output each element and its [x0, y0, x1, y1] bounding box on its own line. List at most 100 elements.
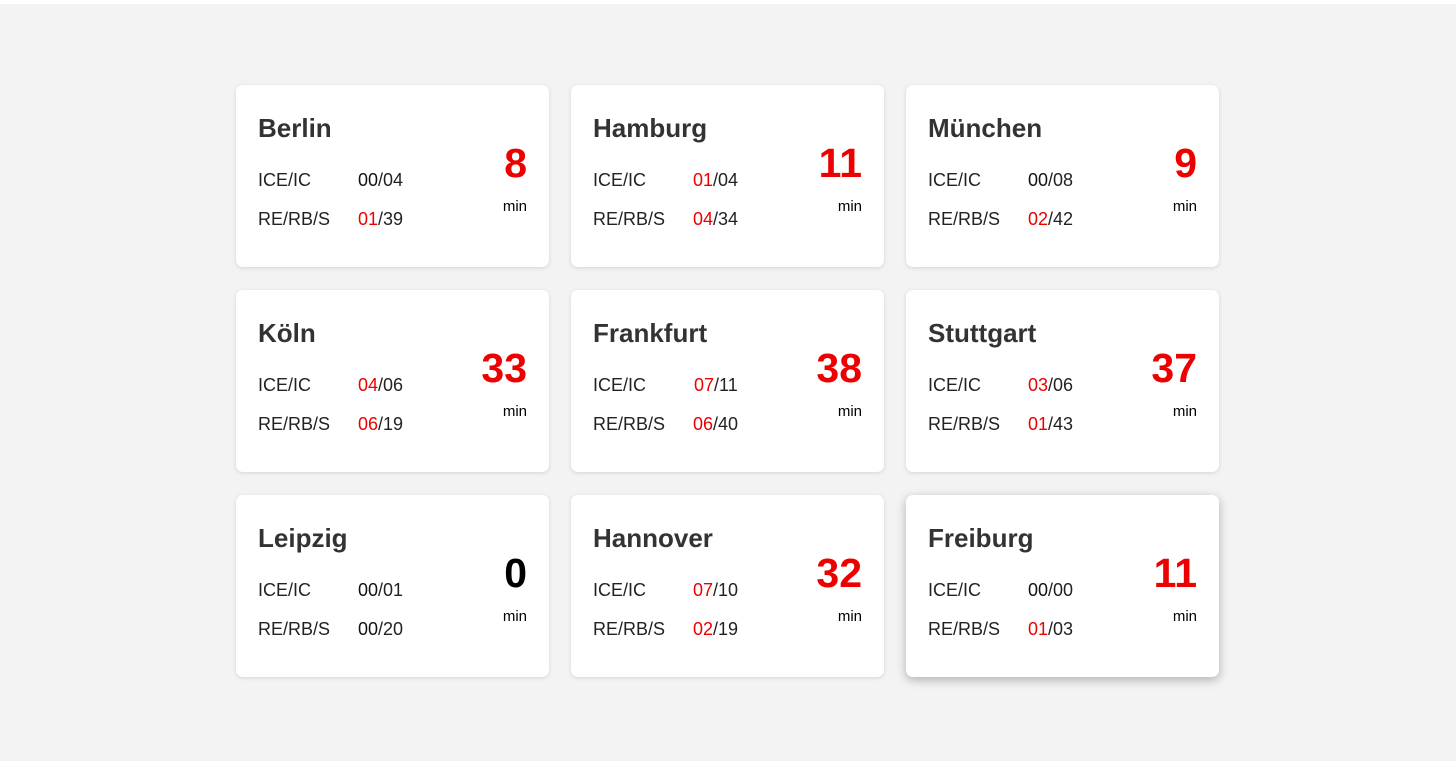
ice-ic-delayed-count: 00 — [358, 170, 379, 190]
station-card-berlin[interactable]: Berlin ICE/IC 00/04 RE/RB/S 01/39 8 min — [236, 85, 549, 267]
station-name: Hamburg — [593, 113, 708, 143]
delay-unit-label: min — [837, 608, 862, 625]
ice-ic-row: ICE/IC 04/06 — [258, 374, 403, 396]
re-rb-s-row: RE/RB/S 04/34 — [593, 208, 738, 230]
ice-ic-counts: 00/08 — [1028, 170, 1074, 190]
re-rb-s-total-count: 42 — [1053, 209, 1074, 229]
station-name: Freiburg — [928, 523, 1034, 553]
re-rb-s-row: RE/RB/S 00/20 — [258, 618, 403, 640]
ice-ic-row: ICE/IC 00/01 — [258, 579, 403, 601]
re-rb-s-total-count: 19 — [383, 414, 404, 434]
station-card-hamburg[interactable]: Hamburg ICE/IC 01/04 RE/RB/S 04/34 11 min — [571, 85, 884, 267]
re-rb-s-label: RE/RB/S — [258, 209, 331, 229]
ice-ic-total-count: 10 — [718, 580, 739, 600]
station-name: Stuttgart — [928, 318, 1037, 348]
ice-ic-row: ICE/IC 00/00 — [928, 579, 1073, 601]
ice-ic-label: ICE/IC — [258, 580, 312, 600]
delay-unit-label: min — [837, 403, 862, 420]
average-delay-value: 32 — [816, 550, 862, 596]
ice-ic-label: ICE/IC — [593, 170, 647, 190]
station-card-koeln[interactable]: Köln ICE/IC 04/06 RE/RB/S 06/19 33 min — [236, 290, 549, 472]
re-rb-s-row: RE/RB/S 01/03 — [928, 618, 1073, 640]
station-card-muenchen[interactable]: München ICE/IC 00/08 RE/RB/S 02/42 9 min — [906, 85, 1219, 267]
ice-ic-delayed-count: 07 — [694, 375, 715, 395]
ice-ic-total-count: 11 — [719, 375, 738, 395]
re-rb-s-label: RE/RB/S — [593, 209, 666, 229]
re-rb-s-total-count: 03 — [1053, 619, 1074, 639]
station-name: Köln — [258, 318, 316, 348]
re-rb-s-counts: 06/40 — [693, 414, 739, 434]
ice-ic-total-count: 01 — [383, 580, 404, 600]
ice-ic-label: ICE/IC — [928, 580, 982, 600]
re-rb-s-label: RE/RB/S — [928, 209, 1001, 229]
station-grid: Berlin ICE/IC 00/04 RE/RB/S 01/39 8 min Ha… — [236, 85, 1219, 677]
ice-ic-label: ICE/IC — [258, 375, 312, 395]
re-rb-s-delayed-count: 01 — [1028, 619, 1049, 639]
re-rb-s-counts: 01/03 — [1028, 619, 1074, 639]
ice-ic-total-count: 04 — [383, 170, 404, 190]
ice-ic-row: ICE/IC 07/11 — [593, 374, 738, 396]
ice-ic-counts: 07/10 — [693, 580, 739, 600]
re-rb-s-label: RE/RB/S — [928, 414, 1001, 434]
ice-ic-total-count: 08 — [1053, 170, 1074, 190]
ice-ic-label: ICE/IC — [258, 170, 312, 190]
re-rb-s-delayed-count: 00 — [358, 619, 379, 639]
re-rb-s-delayed-count: 06 — [693, 414, 714, 434]
re-rb-s-counts: 01/39 — [358, 209, 404, 229]
re-rb-s-label: RE/RB/S — [593, 414, 666, 434]
ice-ic-total-count: 04 — [718, 170, 739, 190]
re-rb-s-total-count: 39 — [383, 209, 404, 229]
ice-ic-delayed-count: 07 — [693, 580, 714, 600]
ice-ic-row: ICE/IC 07/10 — [593, 579, 738, 601]
re-rb-s-counts: 06/19 — [358, 414, 404, 434]
re-rb-s-row: RE/RB/S 01/39 — [258, 208, 403, 230]
re-rb-s-delayed-count: 01 — [358, 209, 379, 229]
re-rb-s-delayed-count: 01 — [1028, 414, 1049, 434]
dashboard-page: Berlin ICE/IC 00/04 RE/RB/S 01/39 8 min Ha… — [0, 4, 1456, 761]
re-rb-s-total-count: 40 — [718, 414, 739, 434]
average-delay-value: 37 — [1151, 345, 1197, 391]
ice-ic-counts: 00/00 — [1028, 580, 1074, 600]
station-card-leipzig[interactable]: Leipzig ICE/IC 00/01 RE/RB/S 00/20 0 min — [236, 495, 549, 677]
ice-ic-counts: 01/04 — [693, 170, 739, 190]
re-rb-s-label: RE/RB/S — [928, 619, 1001, 639]
re-rb-s-row: RE/RB/S 01/43 — [928, 413, 1073, 435]
ice-ic-counts: 00/04 — [358, 170, 404, 190]
re-rb-s-delayed-count: 06 — [358, 414, 379, 434]
re-rb-s-delayed-count: 04 — [693, 209, 714, 229]
station-card-stuttgart[interactable]: Stuttgart ICE/IC 03/06 RE/RB/S 01/43 37 mi… — [906, 290, 1219, 472]
re-rb-s-total-count: 20 — [383, 619, 404, 639]
re-rb-s-delayed-count: 02 — [693, 619, 714, 639]
re-rb-s-label: RE/RB/S — [593, 619, 666, 639]
ice-ic-delayed-count: 00 — [1028, 580, 1049, 600]
average-delay-value: 11 — [818, 140, 862, 186]
re-rb-s-row: RE/RB/S 06/40 — [593, 413, 738, 435]
ice-ic-row: ICE/IC 03/06 — [928, 374, 1073, 396]
re-rb-s-total-count: 43 — [1053, 414, 1074, 434]
re-rb-s-row: RE/RB/S 02/42 — [928, 208, 1073, 230]
re-rb-s-counts: 01/43 — [1028, 414, 1074, 434]
ice-ic-delayed-count: 00 — [358, 580, 379, 600]
ice-ic-counts: 04/06 — [358, 375, 404, 395]
delay-unit-label: min — [502, 608, 527, 625]
ice-ic-total-count: 00 — [1053, 580, 1074, 600]
re-rb-s-counts: 04/34 — [693, 209, 739, 229]
station-name: Berlin — [258, 113, 332, 143]
ice-ic-label: ICE/IC — [928, 170, 982, 190]
delay-unit-label: min — [837, 198, 862, 215]
delay-unit-label: min — [502, 403, 527, 420]
delay-unit-label: min — [1172, 403, 1197, 420]
re-rb-s-total-count: 19 — [718, 619, 739, 639]
average-delay-value: 0 — [504, 550, 527, 596]
ice-ic-delayed-count: 01 — [693, 170, 714, 190]
re-rb-s-total-count: 34 — [718, 209, 739, 229]
delay-unit-label: min — [1172, 608, 1197, 625]
ice-ic-row: ICE/IC 01/04 — [593, 169, 738, 191]
average-delay-value: 33 — [481, 345, 527, 391]
station-name: München — [928, 113, 1043, 143]
station-card-freiburg[interactable]: Freiburg ICE/IC 00/00 RE/RB/S 01/03 11 min — [906, 495, 1219, 677]
station-card-hannover[interactable]: Hannover ICE/IC 07/10 RE/RB/S 02/19 32 min — [571, 495, 884, 677]
ice-ic-label: ICE/IC — [928, 375, 982, 395]
re-rb-s-delayed-count: 02 — [1028, 209, 1049, 229]
station-card-frankfurt[interactable]: Frankfurt ICE/IC 07/11 RE/RB/S 06/40 38 mi… — [571, 290, 884, 472]
